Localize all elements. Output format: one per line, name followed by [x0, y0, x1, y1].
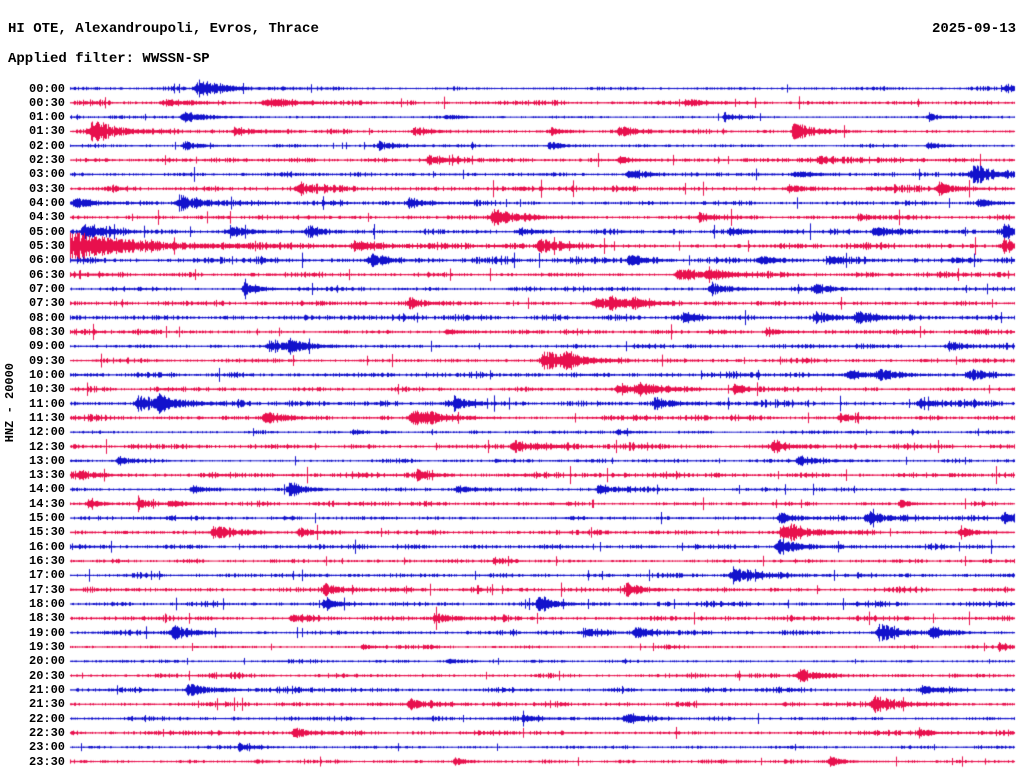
time-label: 21:30 [29, 697, 66, 712]
time-label: 09:00 [29, 339, 66, 354]
time-label: 13:30 [29, 468, 66, 483]
station-title: HI OTE, Alexandroupoli, Evros, Thrace [8, 21, 319, 37]
time-label: 19:00 [29, 625, 66, 640]
time-label: 08:00 [29, 310, 66, 325]
time-label: 00:30 [29, 95, 66, 110]
time-label: 10:30 [29, 382, 66, 397]
time-label: 01:30 [29, 124, 66, 139]
time-label: 12:30 [29, 439, 66, 454]
time-label: 16:30 [29, 554, 66, 569]
time-label: 16:00 [29, 539, 66, 554]
time-label: 08:30 [29, 324, 66, 339]
time-label: 20:00 [29, 654, 66, 669]
time-label: 18:00 [29, 597, 66, 612]
time-label: 01:00 [29, 110, 66, 125]
time-label: 14:30 [29, 496, 66, 511]
time-label: 15:30 [29, 525, 66, 540]
time-label: 09:30 [29, 353, 66, 368]
record-date: 2025-09-13 [931, 21, 1016, 37]
time-label: 23:00 [29, 740, 66, 755]
time-label: 11:30 [29, 410, 66, 425]
time-label: 19:30 [29, 639, 66, 654]
time-label: 20:30 [29, 668, 66, 683]
time-label: 04:00 [29, 196, 66, 211]
time-label: 22:30 [29, 725, 66, 740]
time-label: 18:30 [29, 611, 66, 626]
time-label: 03:30 [29, 181, 66, 196]
time-label: 05:30 [29, 239, 66, 254]
applied-filter-label: Applied filter: WWSSN-SP [8, 51, 210, 67]
time-label: 07:00 [29, 281, 66, 296]
time-label: 04:30 [29, 210, 66, 225]
channel-scale-label: HNZ - 20000 [3, 363, 17, 443]
time-label: 03:00 [29, 167, 66, 182]
time-label: 17:00 [29, 568, 66, 583]
time-label: 13:00 [29, 453, 66, 468]
time-label: 23:30 [29, 754, 66, 769]
time-label: 00:00 [29, 81, 66, 96]
time-label: 17:30 [29, 582, 66, 597]
time-label: 07:30 [29, 296, 66, 311]
time-label: 22:00 [29, 711, 66, 726]
time-label: 15:00 [29, 511, 66, 526]
time-label: 02:30 [29, 153, 66, 168]
time-label: 10:00 [29, 367, 66, 382]
time-label: 05:00 [29, 224, 66, 239]
time-label: 12:00 [29, 425, 66, 440]
time-label: 11:00 [29, 396, 66, 411]
time-label: 21:00 [29, 682, 66, 697]
time-label: 06:00 [29, 253, 66, 268]
time-label: 06:30 [29, 267, 66, 282]
time-label: 14:00 [29, 482, 66, 497]
time-label: 02:00 [29, 138, 66, 153]
